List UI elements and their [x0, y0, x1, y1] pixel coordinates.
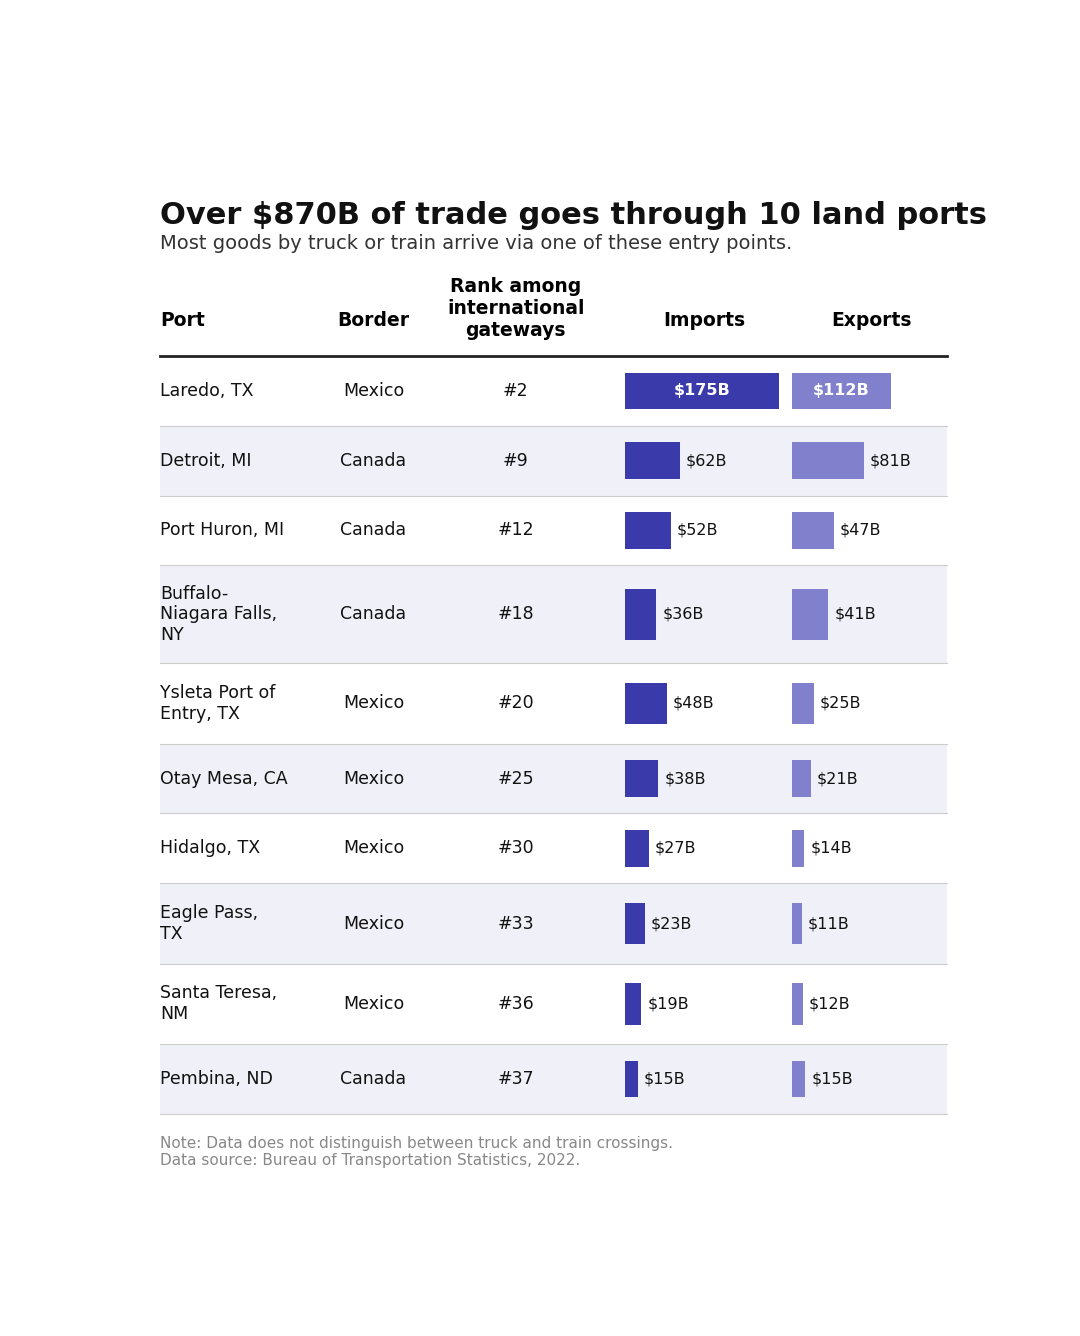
Text: Otay Mesa, CA: Otay Mesa, CA [160, 770, 287, 787]
Text: $36B: $36B [662, 607, 704, 621]
Bar [792, 903, 801, 945]
Text: Buffalo-
Niagara Falls,
NY: Buffalo- Niagara Falls, NY [160, 585, 278, 644]
Text: Mexico: Mexico [343, 770, 404, 787]
Bar [160, 663, 947, 744]
Bar [792, 512, 834, 549]
Bar [624, 442, 679, 478]
Text: Port: Port [160, 311, 205, 330]
Bar [792, 830, 805, 867]
Text: Canada: Canada [340, 1070, 406, 1088]
Text: #18: #18 [498, 605, 535, 624]
Text: $62B: $62B [686, 453, 727, 468]
Text: #33: #33 [498, 915, 535, 933]
Bar [624, 512, 671, 549]
Text: Rank among
international
gateways: Rank among international gateways [447, 277, 584, 339]
Text: Hidalgo, TX: Hidalgo, TX [160, 839, 260, 858]
Text: #30: #30 [498, 839, 535, 858]
Text: $41B: $41B [834, 607, 876, 621]
Text: $23B: $23B [651, 916, 692, 931]
Text: Laredo, TX: Laredo, TX [160, 382, 254, 399]
Text: Canada: Canada [340, 452, 406, 469]
Text: $175B: $175B [674, 383, 730, 398]
Text: $11B: $11B [808, 916, 849, 931]
Text: $12B: $12B [809, 997, 850, 1011]
Bar [160, 963, 947, 1043]
Text: $112B: $112B [813, 383, 870, 398]
Text: #25: #25 [498, 770, 535, 787]
Text: Over $870B of trade goes through 10 land ports: Over $870B of trade goes through 10 land… [160, 202, 987, 231]
Text: Mexico: Mexico [343, 995, 404, 1013]
Text: Exports: Exports [832, 311, 912, 330]
Bar [624, 1061, 638, 1097]
Bar [624, 589, 657, 640]
Text: Detroit, MI: Detroit, MI [160, 452, 252, 469]
Text: $25B: $25B [820, 696, 862, 711]
Bar [624, 830, 648, 867]
Bar [160, 883, 947, 963]
Text: #36: #36 [498, 995, 535, 1013]
Text: $52B: $52B [676, 522, 718, 538]
Bar [624, 983, 642, 1025]
Text: Mexico: Mexico [343, 915, 404, 933]
Bar [792, 683, 814, 724]
Text: $15B: $15B [811, 1071, 853, 1086]
Bar [160, 814, 947, 883]
Bar [624, 373, 780, 409]
Text: #9: #9 [503, 452, 529, 469]
Text: Mexico: Mexico [343, 839, 404, 858]
Text: $27B: $27B [654, 840, 696, 856]
Bar [160, 1043, 947, 1114]
Text: $14B: $14B [810, 840, 852, 856]
Text: #2: #2 [503, 382, 528, 399]
Bar [792, 442, 864, 478]
Bar [160, 744, 947, 814]
Bar [160, 565, 947, 663]
Text: Ysleta Port of
Entry, TX: Ysleta Port of Entry, TX [160, 684, 275, 723]
Text: $81B: $81B [869, 453, 912, 468]
Bar [792, 589, 828, 640]
Text: Mexico: Mexico [343, 382, 404, 399]
Bar [160, 426, 947, 496]
Bar [160, 496, 947, 565]
Text: $48B: $48B [673, 696, 715, 711]
Text: Imports: Imports [663, 311, 745, 330]
Bar [792, 1061, 806, 1097]
Text: Port Huron, MI: Port Huron, MI [160, 521, 284, 540]
Bar [792, 373, 891, 409]
Bar [792, 983, 802, 1025]
Text: #37: #37 [498, 1070, 535, 1088]
Text: $21B: $21B [816, 771, 859, 786]
Text: Mexico: Mexico [343, 695, 404, 712]
Bar [792, 760, 811, 796]
Text: $38B: $38B [664, 771, 705, 786]
Text: #20: #20 [498, 695, 535, 712]
Text: #12: #12 [498, 521, 535, 540]
Text: Note: Data does not distinguish between truck and train crossings.
Data source: : Note: Data does not distinguish between … [160, 1136, 673, 1168]
Text: Canada: Canada [340, 605, 406, 624]
Bar [624, 760, 659, 796]
Text: Border: Border [337, 311, 409, 330]
Text: $15B: $15B [644, 1071, 686, 1086]
Text: $19B: $19B [647, 997, 689, 1011]
Text: Most goods by truck or train arrive via one of these entry points.: Most goods by truck or train arrive via … [160, 234, 793, 254]
Text: $47B: $47B [839, 522, 881, 538]
Text: Santa Teresa,
NM: Santa Teresa, NM [160, 985, 278, 1023]
Text: Pembina, ND: Pembina, ND [160, 1070, 273, 1088]
Text: Eagle Pass,
TX: Eagle Pass, TX [160, 904, 258, 943]
Bar [160, 355, 947, 426]
Text: Canada: Canada [340, 521, 406, 540]
Bar [624, 683, 667, 724]
Bar [624, 903, 645, 945]
